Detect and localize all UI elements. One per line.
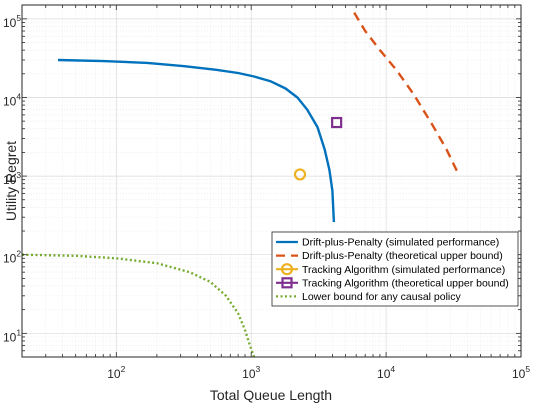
legend-item: Drift-plus-Penalty (theoretical upper bo… (276, 250, 503, 262)
plot-frame (21, 4, 522, 358)
legend-label: Lower bound for any causal policy (302, 291, 462, 303)
legend-box (271, 231, 519, 307)
x-tick-label: 104 (377, 364, 395, 381)
series-line (57, 58, 336, 223)
y-tick-label: 105 (3, 13, 21, 30)
axis-ticks (21, 5, 522, 358)
legend-label: Drift-plus-Penalty (theoretical upper bo… (302, 250, 503, 262)
legend-item: Tracking Algorithm (theoretical upper bo… (276, 277, 509, 289)
x-tick-label: 105 (512, 364, 530, 381)
x-tick-labels: 102 103 104 105 (107, 364, 530, 381)
data-point-marker (331, 116, 343, 129)
series-1 (57, 58, 336, 223)
data-point-marker (293, 168, 307, 181)
series-5 (21, 253, 256, 358)
legend-item: Drift-plus-Penalty (simulated performanc… (276, 237, 499, 249)
series-layer (21, 11, 459, 358)
legend: Drift-plus-Penalty (simulated performanc… (271, 231, 519, 307)
series-line (21, 253, 256, 358)
legend-marker (280, 263, 294, 276)
legend-marker (281, 277, 293, 289)
legend-label: Tracking Algorithm (theoretical upper bo… (302, 277, 509, 289)
y-tick-label: 101 (3, 327, 21, 344)
y-tick-label: 103 (3, 170, 21, 187)
y-axis-title: Utility Regret (3, 141, 19, 221)
y-tick-labels: 101 102 103 104 105 (3, 13, 21, 344)
minor-grid (21, 5, 521, 358)
series-3 (293, 168, 307, 181)
legend-item: Lower bound for any causal policy (276, 291, 462, 303)
x-tick-label: 102 (107, 364, 125, 381)
y-tick-label: 104 (3, 91, 21, 108)
x-tick-label: 103 (242, 364, 260, 381)
legend-item: Tracking Algorithm (simulated performanc… (276, 263, 505, 276)
series-4 (331, 116, 343, 129)
legend-label: Drift-plus-Penalty (simulated performanc… (302, 237, 499, 249)
legend-label: Tracking Algorithm (simulated performanc… (302, 264, 505, 276)
y-tick-label: 102 (3, 249, 21, 266)
x-axis-title: Total Queue Length (210, 387, 332, 403)
